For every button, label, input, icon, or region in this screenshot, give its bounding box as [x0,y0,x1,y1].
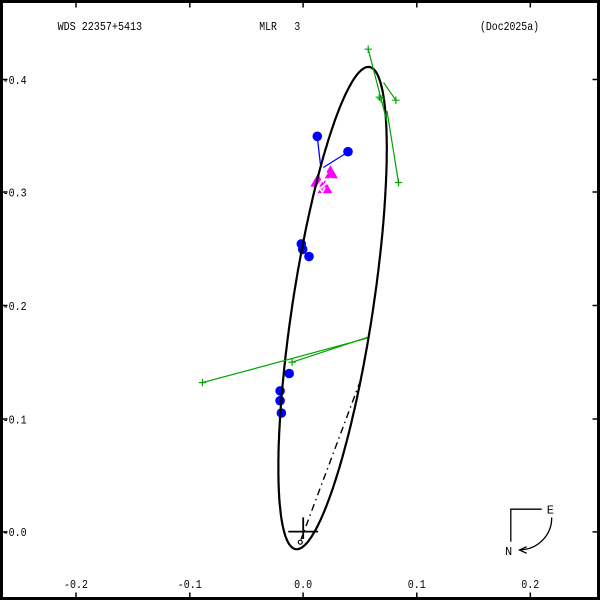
svg-text:-0.2: -0.2 [64,578,88,592]
svg-text:0.1: 0.1 [408,578,426,592]
svg-text:(Doc2025a): (Doc2025a) [480,20,539,34]
svg-text:E: E [547,503,554,517]
svg-text:-0.1: -0.1 [3,413,27,427]
svg-text:WDS 22357+5413: WDS 22357+5413 [58,20,143,34]
svg-text:-0.2: -0.2 [3,300,27,314]
svg-text:0.2: 0.2 [521,578,539,592]
svg-text:MLR 3: MLR 3 [259,20,300,34]
svg-text:N: N [505,545,512,559]
svg-text:-0.4: -0.4 [3,74,27,88]
svg-text:0.0: 0.0 [294,578,312,592]
svg-text:-0.1: -0.1 [178,578,202,592]
svg-text:-0.0: -0.0 [3,526,27,540]
svg-text:-0.3: -0.3 [3,186,27,200]
